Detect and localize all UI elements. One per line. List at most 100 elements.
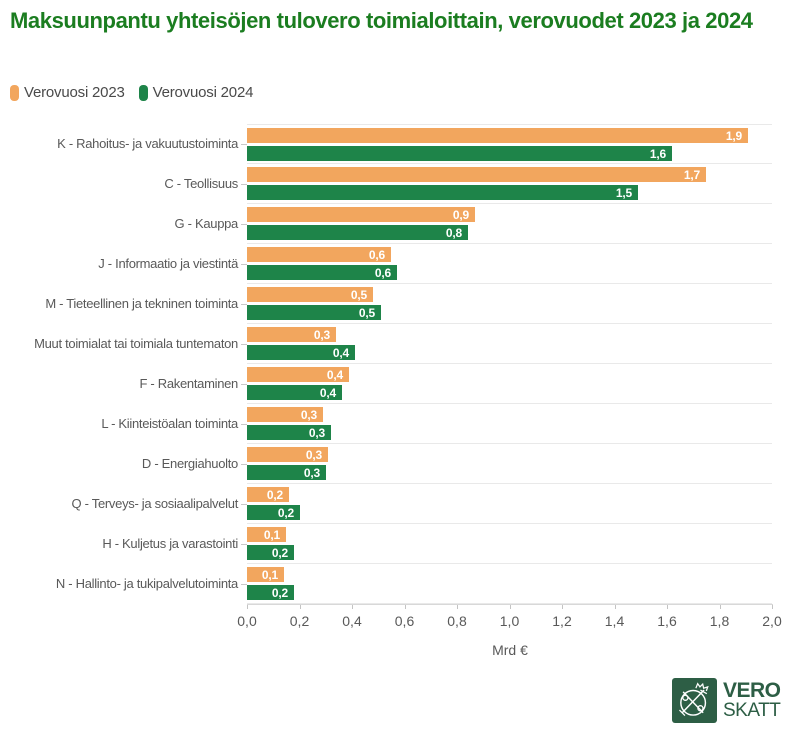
- category-tick-cell: [238, 244, 247, 284]
- bar-verovuosi-2024[interactable]: 1,5: [247, 185, 638, 200]
- bar-verovuosi-2023[interactable]: 1,7: [247, 167, 706, 182]
- bar-verovuosi-2023[interactable]: 0,2: [247, 487, 289, 502]
- category-tick-cell: [238, 124, 247, 164]
- category-tick-cell: [238, 404, 247, 444]
- bar-verovuosi-2024[interactable]: 0,2: [247, 545, 294, 560]
- legend-item-2023[interactable]: Verovuosi 2023: [10, 84, 125, 101]
- bar-value-label: 0,4: [332, 345, 349, 360]
- bar-verovuosi-2024[interactable]: 0,2: [247, 585, 294, 600]
- bar-verovuosi-2023[interactable]: 1,9: [247, 128, 748, 143]
- category-tick: [241, 384, 247, 385]
- bar-verovuosi-2023[interactable]: 0,9: [247, 207, 475, 222]
- x-axis: 0,0 0,2 0,4 0,6 0,8 1,0 1,2 1,4 1,6 1,8 2,0: [237, 604, 782, 636]
- category-label: K - Rahoitus- ja vakuutustoiminta: [57, 136, 238, 151]
- vero-skatt-logo: VERO SKATT: [672, 678, 781, 723]
- bar-verovuosi-2024[interactable]: 0,6: [247, 265, 397, 280]
- category-tick: [241, 344, 247, 345]
- x-axis-tick-label: 0,6: [394, 613, 415, 629]
- x-axis-unit-label: Mrd €: [492, 642, 528, 658]
- x-axis-tick-label: 1,4: [604, 613, 625, 629]
- x-axis-tick-label: 0,2: [289, 613, 310, 629]
- bar-value-label: 1,9: [725, 128, 742, 143]
- logo-text-vero: VERO: [723, 679, 781, 702]
- bar-value-label: 1,6: [649, 146, 666, 161]
- x-axis-tick: [719, 605, 721, 609]
- bar-verovuosi-2024[interactable]: 0,4: [247, 345, 355, 360]
- chart-row: L - Kiinteistöalan toiminta 0,3 0,3: [10, 404, 772, 444]
- bar-verovuosi-2023[interactable]: 0,3: [247, 327, 336, 342]
- chart-row: Muut toimialat tai toimiala tuntematon 0,…: [10, 324, 772, 364]
- x-axis-tick: [509, 605, 511, 609]
- category-tick-cell: [238, 164, 247, 204]
- bar-value-label: 0,6: [368, 247, 385, 262]
- row-plot-area: 0,4 0,4: [247, 364, 772, 404]
- chart-row: Q - Terveys- ja sosiaalipalvelut 0,2 0,2: [10, 484, 772, 524]
- bar-verovuosi-2024[interactable]: 0,2: [247, 505, 300, 520]
- bar-value-label: 0,2: [271, 545, 288, 560]
- chart-row: F - Rakentaminen 0,4 0,4: [10, 364, 772, 404]
- category-label: Q - Terveys- ja sosiaalipalvelut: [71, 496, 239, 511]
- category-label: M - Tieteellinen ja tekninen toiminta: [45, 296, 238, 311]
- x-axis-tick-label: 1,6: [657, 613, 677, 629]
- bar-verovuosi-2024[interactable]: 0,3: [247, 425, 331, 440]
- x-axis-tick: [772, 605, 773, 609]
- bar-value-label: 0,1: [263, 527, 280, 542]
- row-plot-area: 0,1 0,2: [247, 524, 772, 564]
- legend-label-2023: Verovuosi 2023: [24, 84, 125, 101]
- bar-verovuosi-2023[interactable]: 0,6: [247, 247, 391, 262]
- chart-row: K - Rahoitus- ja vakuutustoiminta 1,9 1,6: [10, 124, 772, 164]
- bar-value-label: 0,4: [319, 385, 336, 400]
- legend-item-2024[interactable]: Verovuosi 2024: [138, 84, 254, 101]
- bar-verovuosi-2023[interactable]: 0,4: [247, 367, 349, 382]
- bar-value-label: 0,3: [308, 425, 325, 440]
- bar-verovuosi-2024[interactable]: 0,8: [247, 225, 468, 240]
- chart-title: Maksuunpantu yhteisöjen tulovero toimial…: [10, 8, 753, 33]
- x-axis-tick: [247, 605, 248, 609]
- bar-chart: K - Rahoitus- ja vakuutustoiminta 1,9 1,6 C…: [10, 124, 772, 604]
- x-axis-tick-label: 0,8: [447, 613, 467, 629]
- bar-verovuosi-2024[interactable]: 0,5: [247, 305, 381, 320]
- x-axis-tick-label: 2,0: [762, 613, 782, 629]
- chart-row: N - Hallinto- ja tukipalvelutoiminta 0,1 0…: [10, 564, 772, 604]
- bar-value-label: 0,6: [374, 265, 391, 280]
- bar-value-label: 0,3: [303, 465, 320, 480]
- bar-value-label: 0,3: [300, 407, 317, 422]
- bar-value-label: 1,5: [615, 185, 632, 200]
- row-plot-area: 0,1 0,2: [247, 564, 772, 604]
- bar-verovuosi-2023[interactable]: 0,5: [247, 287, 373, 302]
- bar-verovuosi-2023[interactable]: 0,1: [247, 567, 284, 582]
- bar-verovuosi-2023[interactable]: 0,3: [247, 447, 328, 462]
- chart-row: G - Kauppa 0,9 0,8: [10, 204, 772, 244]
- x-axis-tick-label: 1,8: [709, 613, 730, 629]
- chart-row: H - Kuljetus ja varastointi 0,1 0,2: [10, 524, 772, 564]
- category-tick-cell: [238, 564, 247, 604]
- bar-value-label: 0,8: [445, 225, 462, 240]
- category-tick-cell: [238, 444, 247, 484]
- legend: Verovuosi 2023 Verovuosi 2024: [10, 84, 253, 101]
- logo-text-skatt: SKATT: [723, 700, 781, 721]
- x-axis-tick-label: 0,0: [237, 613, 257, 629]
- category-label: G - Kauppa: [174, 216, 239, 231]
- bar-verovuosi-2024[interactable]: 1,6: [247, 146, 672, 161]
- chart-row: M - Tieteellinen ja tekninen toiminta 0,5…: [10, 284, 772, 324]
- category-tick-cell: [238, 524, 247, 564]
- x-axis-tick: [352, 605, 353, 609]
- bar-verovuosi-2024[interactable]: 0,3: [247, 465, 326, 480]
- category-tick: [241, 144, 247, 145]
- bar-value-label: 0,2: [271, 585, 288, 600]
- category-tick: [241, 464, 247, 465]
- legend-label-2024: Verovuosi 2024: [152, 84, 254, 101]
- category-tick: [241, 504, 247, 505]
- category-label: J - Informaatio ja viestintä: [98, 256, 238, 271]
- category-label: Muut toimialat tai toimiala tuntematon: [34, 336, 238, 351]
- category-tick: [241, 184, 247, 185]
- bar-verovuosi-2023[interactable]: 0,3: [247, 407, 323, 422]
- x-axis-tick: [457, 605, 458, 609]
- category-tick-cell: [238, 484, 247, 524]
- bar-verovuosi-2024[interactable]: 0,4: [247, 385, 342, 400]
- bar-verovuosi-2023[interactable]: 0,1: [247, 527, 286, 542]
- row-plot-area: 0,9 0,8: [247, 204, 772, 244]
- category-tick: [241, 544, 247, 545]
- category-label: F - Rakentaminen: [139, 376, 238, 391]
